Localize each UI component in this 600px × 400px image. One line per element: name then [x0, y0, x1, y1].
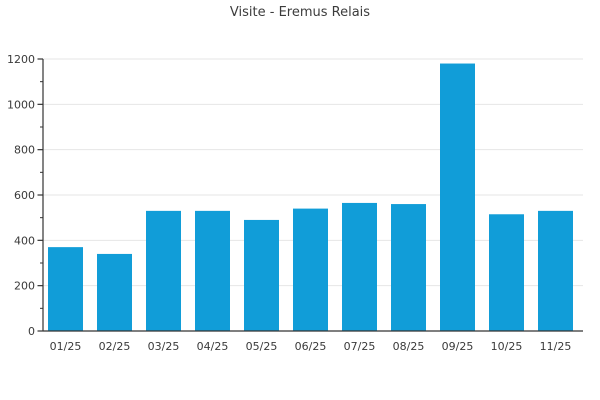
- y-axis-tick-label: 1000: [7, 98, 35, 111]
- bar[interactable]: [342, 202, 377, 331]
- x-axis-tick-label: 01/25: [50, 340, 82, 353]
- bar[interactable]: [293, 208, 328, 331]
- x-axis-tick-label: 06/25: [295, 340, 327, 353]
- bar[interactable]: [146, 210, 181, 331]
- x-axis-tick-label: 03/25: [148, 340, 180, 353]
- x-axis-tick-label: 07/25: [344, 340, 376, 353]
- bar[interactable]: [48, 247, 83, 331]
- y-axis-tick-label: 600: [14, 189, 35, 202]
- x-axis-tick-label: 04/25: [197, 340, 229, 353]
- bar[interactable]: [244, 219, 279, 331]
- bar[interactable]: [391, 204, 426, 331]
- x-axis-tick-label: 08/25: [393, 340, 425, 353]
- bar[interactable]: [97, 253, 132, 331]
- x-axis-tick-label: 02/25: [99, 340, 131, 353]
- x-axis-tick-label: 11/25: [540, 340, 572, 353]
- bar[interactable]: [538, 210, 573, 331]
- y-axis-tick-label: 400: [14, 234, 35, 247]
- bar[interactable]: [195, 210, 230, 331]
- chart-title: Visite - Eremus Relais: [229, 5, 371, 20]
- y-axis-tick-label: 800: [14, 144, 35, 157]
- bar[interactable]: [489, 214, 524, 331]
- y-axis-tick-label: 200: [14, 280, 35, 293]
- x-axis-tick-label: 09/25: [442, 340, 474, 353]
- bar[interactable]: [440, 63, 475, 332]
- x-axis-tick-label: 05/25: [246, 340, 278, 353]
- y-axis-tick-label: 1200: [7, 53, 35, 66]
- y-axis-tick-label: 0: [28, 325, 35, 338]
- x-axis-tick-label: 10/25: [491, 340, 523, 353]
